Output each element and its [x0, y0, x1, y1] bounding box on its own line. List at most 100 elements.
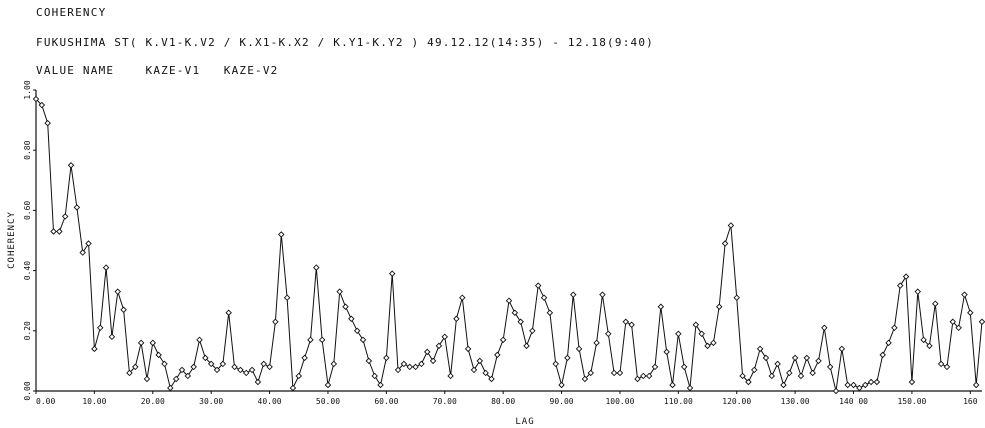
data-point — [32, 95, 40, 103]
data-point — [295, 372, 303, 380]
data-point — [237, 366, 244, 374]
data-point — [289, 384, 297, 392]
data-point — [85, 240, 92, 247]
data-point — [242, 369, 250, 377]
data-point — [552, 360, 559, 368]
y-tick-label: 0.00 — [23, 381, 32, 400]
data-point — [955, 324, 962, 332]
data-point — [377, 381, 384, 389]
data-point — [207, 360, 215, 368]
data-point — [873, 378, 881, 386]
x-tick-label: 120.00 — [722, 397, 751, 406]
data-point — [155, 351, 162, 359]
data-point — [651, 363, 659, 371]
data-point — [669, 381, 676, 389]
value-name-line: VALUE NAME KAZE-V1 KAZE-V2 — [36, 64, 279, 77]
data-point — [266, 363, 273, 371]
data-point — [248, 366, 256, 374]
data-point — [459, 294, 466, 301]
data-point — [972, 381, 980, 389]
data-point — [336, 288, 343, 295]
data-point — [190, 363, 197, 371]
data-point — [394, 366, 402, 374]
data-point — [137, 339, 145, 347]
data-point — [67, 162, 75, 169]
data-point — [803, 354, 811, 362]
data-point — [809, 369, 816, 377]
data-point — [844, 381, 851, 389]
data-point — [710, 339, 717, 347]
data-point — [447, 372, 454, 380]
data-point — [313, 264, 320, 271]
data-point — [272, 318, 279, 326]
data-point — [727, 222, 735, 229]
coherency-markers — [32, 95, 985, 395]
x-tick-label: 100.00 — [605, 397, 634, 406]
data-point — [692, 321, 700, 329]
data-point — [534, 282, 542, 289]
data-point — [558, 381, 565, 389]
data-point — [383, 354, 390, 362]
data-point — [949, 318, 957, 326]
y-tick-label: 0.60 — [23, 201, 32, 220]
data-point — [745, 378, 752, 386]
data-point — [56, 228, 63, 235]
x-tick-label: 30.00 — [199, 397, 223, 406]
data-point — [575, 345, 583, 353]
data-point — [50, 228, 57, 235]
data-point — [400, 360, 408, 368]
data-point — [686, 384, 694, 392]
data-point — [196, 336, 203, 344]
data-point — [143, 375, 151, 383]
data-point — [61, 213, 69, 220]
data-point — [821, 324, 828, 332]
data-point — [120, 306, 127, 313]
data-point — [342, 303, 349, 310]
data-point — [126, 369, 133, 377]
data-point — [768, 372, 776, 380]
data-point — [470, 366, 478, 374]
data-point — [529, 327, 536, 335]
data-point — [178, 366, 186, 374]
data-point — [856, 384, 863, 392]
data-point — [371, 372, 378, 380]
data-point — [324, 381, 332, 389]
data-point — [698, 330, 705, 338]
data-point — [978, 318, 985, 326]
x-tick-label: 50.00 — [316, 397, 340, 406]
data-point — [914, 288, 922, 295]
data-point — [634, 375, 641, 383]
data-point — [418, 360, 425, 368]
data-point — [961, 291, 968, 298]
x-tick-label: 110.00 — [664, 397, 693, 406]
data-point — [499, 336, 507, 344]
data-point — [167, 384, 174, 392]
data-point — [850, 381, 857, 389]
data-point — [307, 336, 314, 344]
data-point — [564, 354, 571, 362]
axes — [35, 90, 982, 392]
data-point — [388, 270, 396, 277]
data-point — [348, 315, 355, 322]
data-point — [102, 264, 110, 271]
x-ticks: 0.00 10.00 20.00 30.00 40.00 50.00 60.00 70.00 8… — [35, 391, 978, 406]
data-point — [657, 303, 665, 310]
data-point — [330, 360, 338, 368]
data-point — [488, 375, 495, 383]
data-point — [610, 369, 618, 377]
data-point — [231, 363, 238, 371]
chart-title: COHERENCY — [36, 6, 107, 19]
data-point — [482, 369, 489, 377]
data-point — [441, 333, 449, 341]
data-point — [546, 309, 554, 316]
data-point — [511, 309, 519, 316]
data-point — [593, 339, 600, 347]
data-point — [937, 360, 945, 368]
data-point — [675, 330, 682, 338]
data-point — [108, 333, 116, 341]
x-tick-label: 10.00 — [82, 397, 106, 406]
chart-subtitle: FUKUSHIMA ST( K.V1-K.V2 / K.X1-K.X2 / K.… — [36, 36, 654, 49]
data-point — [616, 369, 624, 377]
data-point — [645, 372, 653, 380]
